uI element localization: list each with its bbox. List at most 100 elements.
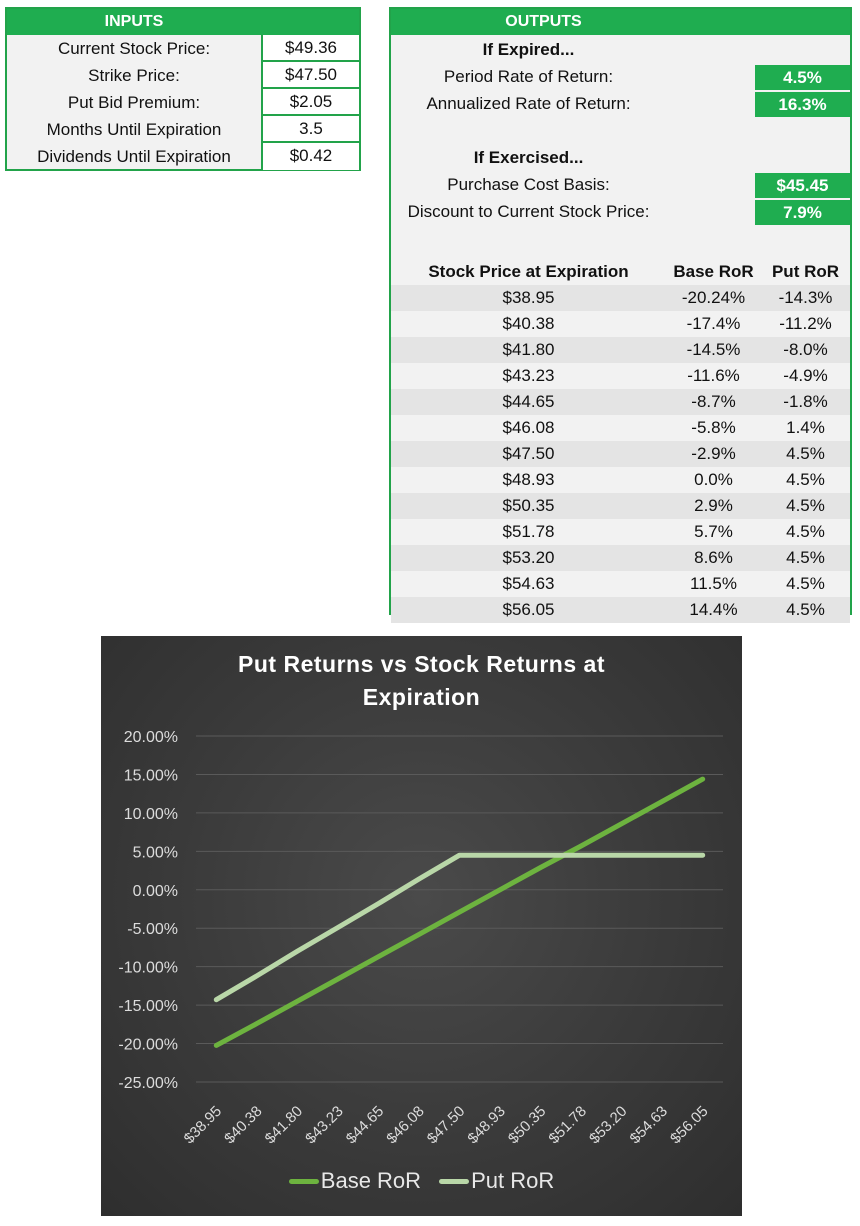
input-row-current-stock-price: Current Stock Price: $49.36 [7, 35, 359, 62]
x-tick-label: $41.80 [262, 1103, 306, 1147]
strike-price-field[interactable]: $47.50 [261, 62, 359, 89]
stock-price-cell: $44.65 [502, 392, 555, 411]
put-ror-cell: -8.0% [783, 340, 828, 359]
x-tick-label: $43.23 [302, 1103, 346, 1147]
input-label: Strike Price: [88, 66, 180, 85]
months-until-expiration-field[interactable]: 3.5 [261, 116, 359, 143]
x-tick-label: $38.95 [181, 1103, 225, 1147]
base-ror-cell: 0.0% [694, 470, 733, 489]
y-tick-label: 5.00% [133, 844, 178, 861]
base-ror-cell: 11.5% [690, 574, 737, 593]
col-header-stock-price: Stock Price at Expiration [428, 262, 629, 281]
if-expired-heading: If Expired... [482, 40, 575, 59]
base-ror-cell: -5.8% [691, 418, 736, 437]
y-tick-label: -15.00% [118, 998, 178, 1015]
x-tick-label: $47.50 [424, 1103, 468, 1147]
base-ror-cell: 2.9% [694, 496, 733, 515]
table-row: $44.65 -8.7% -1.8% [391, 389, 850, 415]
stock-price-cell: $47.50 [502, 444, 555, 463]
table-row: $38.95 -20.24% -14.3% [391, 285, 850, 311]
put-bid-premium-field[interactable]: $2.05 [261, 89, 359, 116]
base-ror-cell: -20.24% [681, 288, 746, 307]
stock-price-cell: $56.05 [502, 600, 555, 619]
col-header-base-ror: Base RoR [673, 262, 754, 281]
col-header-put-ror: Put RoR [771, 262, 840, 281]
table-row: $51.78 5.7% 4.5% [391, 519, 850, 545]
stock-price-cell: $46.08 [502, 418, 555, 437]
base-ror-cell: -11.6% [687, 366, 740, 385]
put-ror-cell: -11.2% [779, 314, 832, 333]
legend-label: Put RoR [471, 1168, 555, 1193]
y-tick-label: -20.00% [118, 1037, 178, 1054]
stock-price-cell: $43.23 [502, 366, 555, 385]
legend-item-base-ror[interactable]: Base RoR [288, 1168, 421, 1194]
table-row: $50.35 2.9% 4.5% [391, 493, 850, 519]
x-tick-label: $44.65 [343, 1103, 387, 1147]
if-exercised-heading-row: If Exercised... [391, 145, 850, 171]
put-ror-cell: 4.5% [786, 600, 825, 619]
input-label: Put Bid Premium: [67, 93, 201, 112]
input-label: Months Until Expiration [46, 120, 222, 139]
stock-price-cell: $40.38 [502, 314, 555, 333]
chart-title-line-2: Expiration [362, 684, 481, 710]
x-tick-label: $56.05 [667, 1103, 711, 1147]
x-tick-label: $46.08 [383, 1103, 427, 1147]
table-row: $54.63 11.5% 4.5% [391, 571, 850, 597]
inputs-panel: INPUTS Current Stock Price: $49.36 Strik… [5, 7, 361, 171]
table-body: $38.95 -20.24% -14.3% $40.38 -17.4% -11.2% $… [391, 285, 850, 623]
purchase-cost-basis-label: Purchase Cost Basis: [447, 175, 610, 194]
x-tick-label: $51.78 [545, 1103, 589, 1147]
put-ror-cell: 4.5% [786, 496, 825, 515]
stock-price-cell: $48.93 [502, 470, 555, 489]
table-header-row: Stock Price at Expiration Base RoR Put R… [391, 259, 850, 285]
put-ror-cell: -4.9% [783, 366, 828, 385]
if-expired-heading-row: If Expired... [391, 37, 850, 63]
input-row-dividends-until-expiration: Dividends Until Expiration $0.42 [7, 143, 359, 170]
base-ror-cell: -2.9% [691, 444, 736, 463]
y-tick-label: -10.00% [118, 960, 178, 977]
returns-chart[interactable]: Put Returns vs Stock Returns at Expirati… [101, 636, 742, 1216]
x-tick-label: $54.63 [627, 1103, 671, 1147]
y-tick-label: -5.00% [127, 921, 178, 938]
inputs-header: INPUTS [7, 9, 359, 35]
purchase-cost-basis-value: $45.45 [755, 172, 850, 198]
table-row: $46.08 -5.8% 1.4% [391, 415, 850, 441]
put-ror-swatch-icon [439, 1178, 470, 1184]
period-rate-value: 4.5% [755, 64, 850, 90]
base-ror-cell: -14.5% [686, 340, 741, 359]
stock-price-cell: $53.20 [502, 548, 555, 567]
stock-price-cell: $50.35 [502, 496, 555, 515]
period-rate-label: Period Rate of Return: [443, 67, 614, 86]
legend-item-put-ror[interactable]: Put RoR [439, 1168, 554, 1194]
x-tick-label: $48.93 [464, 1103, 508, 1147]
base-ror-cell: 5.7% [694, 522, 733, 541]
table-row: $56.05 14.4% 4.5% [391, 597, 850, 623]
put-ror-cell: 1.4% [786, 418, 825, 437]
chart-legend: Base RoR Put RoR [101, 1168, 742, 1194]
annualized-rate-value: 16.3% [755, 91, 850, 117]
y-tick-label: -25.00% [118, 1075, 178, 1092]
table-row: $41.80 -14.5% -8.0% [391, 337, 850, 363]
dividends-until-expiration-field[interactable]: $0.42 [261, 143, 359, 170]
discount-row: Discount to Current Stock Price: 7.9% [391, 199, 850, 225]
series-line-base-ror[interactable] [213, 776, 706, 1048]
stock-price-cell: $41.80 [502, 340, 555, 359]
annualized-rate-row: Annualized Rate of Return: 16.3% [391, 91, 850, 117]
put-ror-cell: -14.3% [778, 288, 833, 307]
inputs-title: INPUTS [104, 13, 164, 30]
table-row: $40.38 -17.4% -11.2% [391, 311, 850, 337]
table-row: $47.50 -2.9% 4.5% [391, 441, 850, 467]
stock-price-cell: $51.78 [502, 522, 555, 541]
discount-value: 7.9% [755, 199, 850, 225]
table-row: $53.20 8.6% 4.5% [391, 545, 850, 571]
put-ror-cell: 4.5% [786, 444, 825, 463]
annualized-rate-label: Annualized Rate of Return: [426, 94, 631, 113]
current-stock-price-field[interactable]: $49.36 [261, 35, 359, 62]
if-exercised-heading: If Exercised... [473, 148, 584, 167]
y-tick-label: 10.00% [124, 806, 178, 823]
table-row: $48.93 0.0% 4.5% [391, 467, 850, 493]
purchase-cost-basis-row: Purchase Cost Basis: $45.45 [391, 172, 850, 198]
series-line-put-ror[interactable] [213, 852, 706, 1003]
x-tick-label: $50.35 [505, 1103, 549, 1147]
input-row-strike-price: Strike Price: $47.50 [7, 62, 359, 89]
